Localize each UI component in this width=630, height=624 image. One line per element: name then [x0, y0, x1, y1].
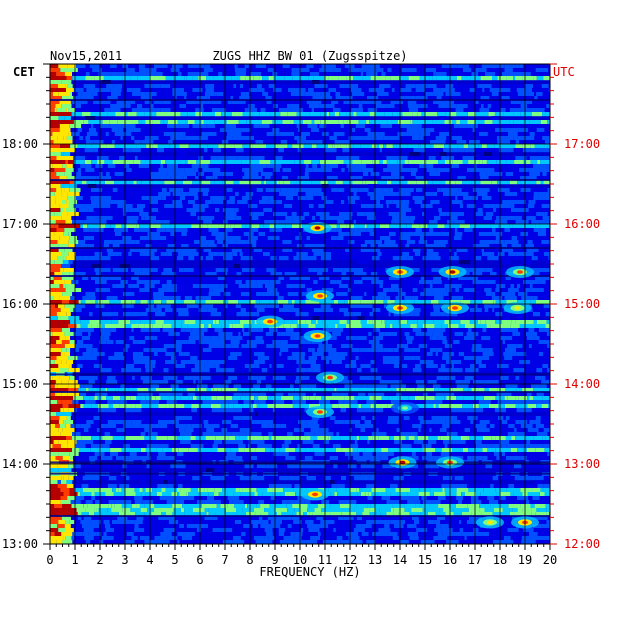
spectral-hotspot	[438, 266, 467, 278]
x-tick-label: 4	[146, 553, 153, 567]
spectral-hotspot	[316, 371, 344, 384]
x-tick-label: 5	[171, 553, 178, 567]
utc-tick-label: 13:00	[564, 457, 600, 471]
spectral-hotspot	[301, 488, 329, 501]
cet-tick-label: 13:00	[2, 537, 38, 551]
spectral-hotspot	[391, 402, 419, 414]
x-tick-label: 14	[393, 553, 407, 567]
plot-grid	[49, 63, 551, 545]
x-tick-label: 9	[271, 553, 278, 567]
spectral-hotspot	[441, 302, 469, 314]
spectral-hotspot	[476, 516, 504, 529]
x-tick-label: 18	[493, 553, 507, 567]
utc-tick-label: 17:00	[564, 137, 600, 151]
x-tick-label: 13	[368, 553, 382, 567]
utc-tick-label: 16:00	[564, 217, 600, 231]
x-tick-label: 7	[221, 553, 228, 567]
cet-tick-label: 16:00	[2, 297, 38, 311]
chart-title: ZUGS HHZ BW 01 (Zugsspitze)	[212, 49, 407, 63]
x-tick-label: 2	[96, 553, 103, 567]
x-tick-label: 11	[318, 553, 332, 567]
x-tick-label: 15	[418, 553, 432, 567]
utc-tick-label: 14:00	[564, 377, 600, 391]
axes: 0 1 2 3 4 5 6 7 8 9 10 11 12 13 14 15 16 17 18 19 2013:0014:…	[2, 63, 600, 567]
utc-tick-label: 12:00	[564, 537, 600, 551]
chart-date-label: Nov15,2011	[50, 49, 122, 63]
spectral-hotspot	[306, 406, 334, 418]
x-tick-label: 19	[518, 553, 532, 567]
cet-tick-label: 17:00	[2, 217, 38, 231]
cet-tick-label: 14:00	[2, 457, 38, 471]
x-tick-label: 16	[443, 553, 457, 567]
spectral-hotspot	[256, 315, 284, 328]
x-tick-label: 17	[468, 553, 482, 567]
spectral-hotspot	[303, 330, 332, 342]
x-tick-label: 8	[246, 553, 253, 567]
x-tick-label: 10	[293, 553, 307, 567]
spectral-hotspot	[506, 266, 534, 278]
utc-timezone-label: UTC	[553, 65, 575, 79]
spectral-hotspot	[306, 290, 334, 302]
x-tick-label: 12	[343, 553, 357, 567]
x-tick-label: 6	[196, 553, 203, 567]
utc-tick-label: 15:00	[564, 297, 600, 311]
cet-tick-label: 15:00	[2, 377, 38, 391]
x-tick-label: 0	[46, 553, 53, 567]
x-tick-label: 3	[121, 553, 128, 567]
x-tick-label: 1	[71, 553, 78, 567]
x-axis-title: FREQUENCY (HZ)	[259, 565, 360, 579]
cet-timezone-label: CET	[13, 65, 35, 79]
spectral-hotspot	[388, 456, 417, 469]
cet-tick-label: 18:00	[2, 137, 38, 151]
x-tick-label: 20	[543, 553, 557, 567]
